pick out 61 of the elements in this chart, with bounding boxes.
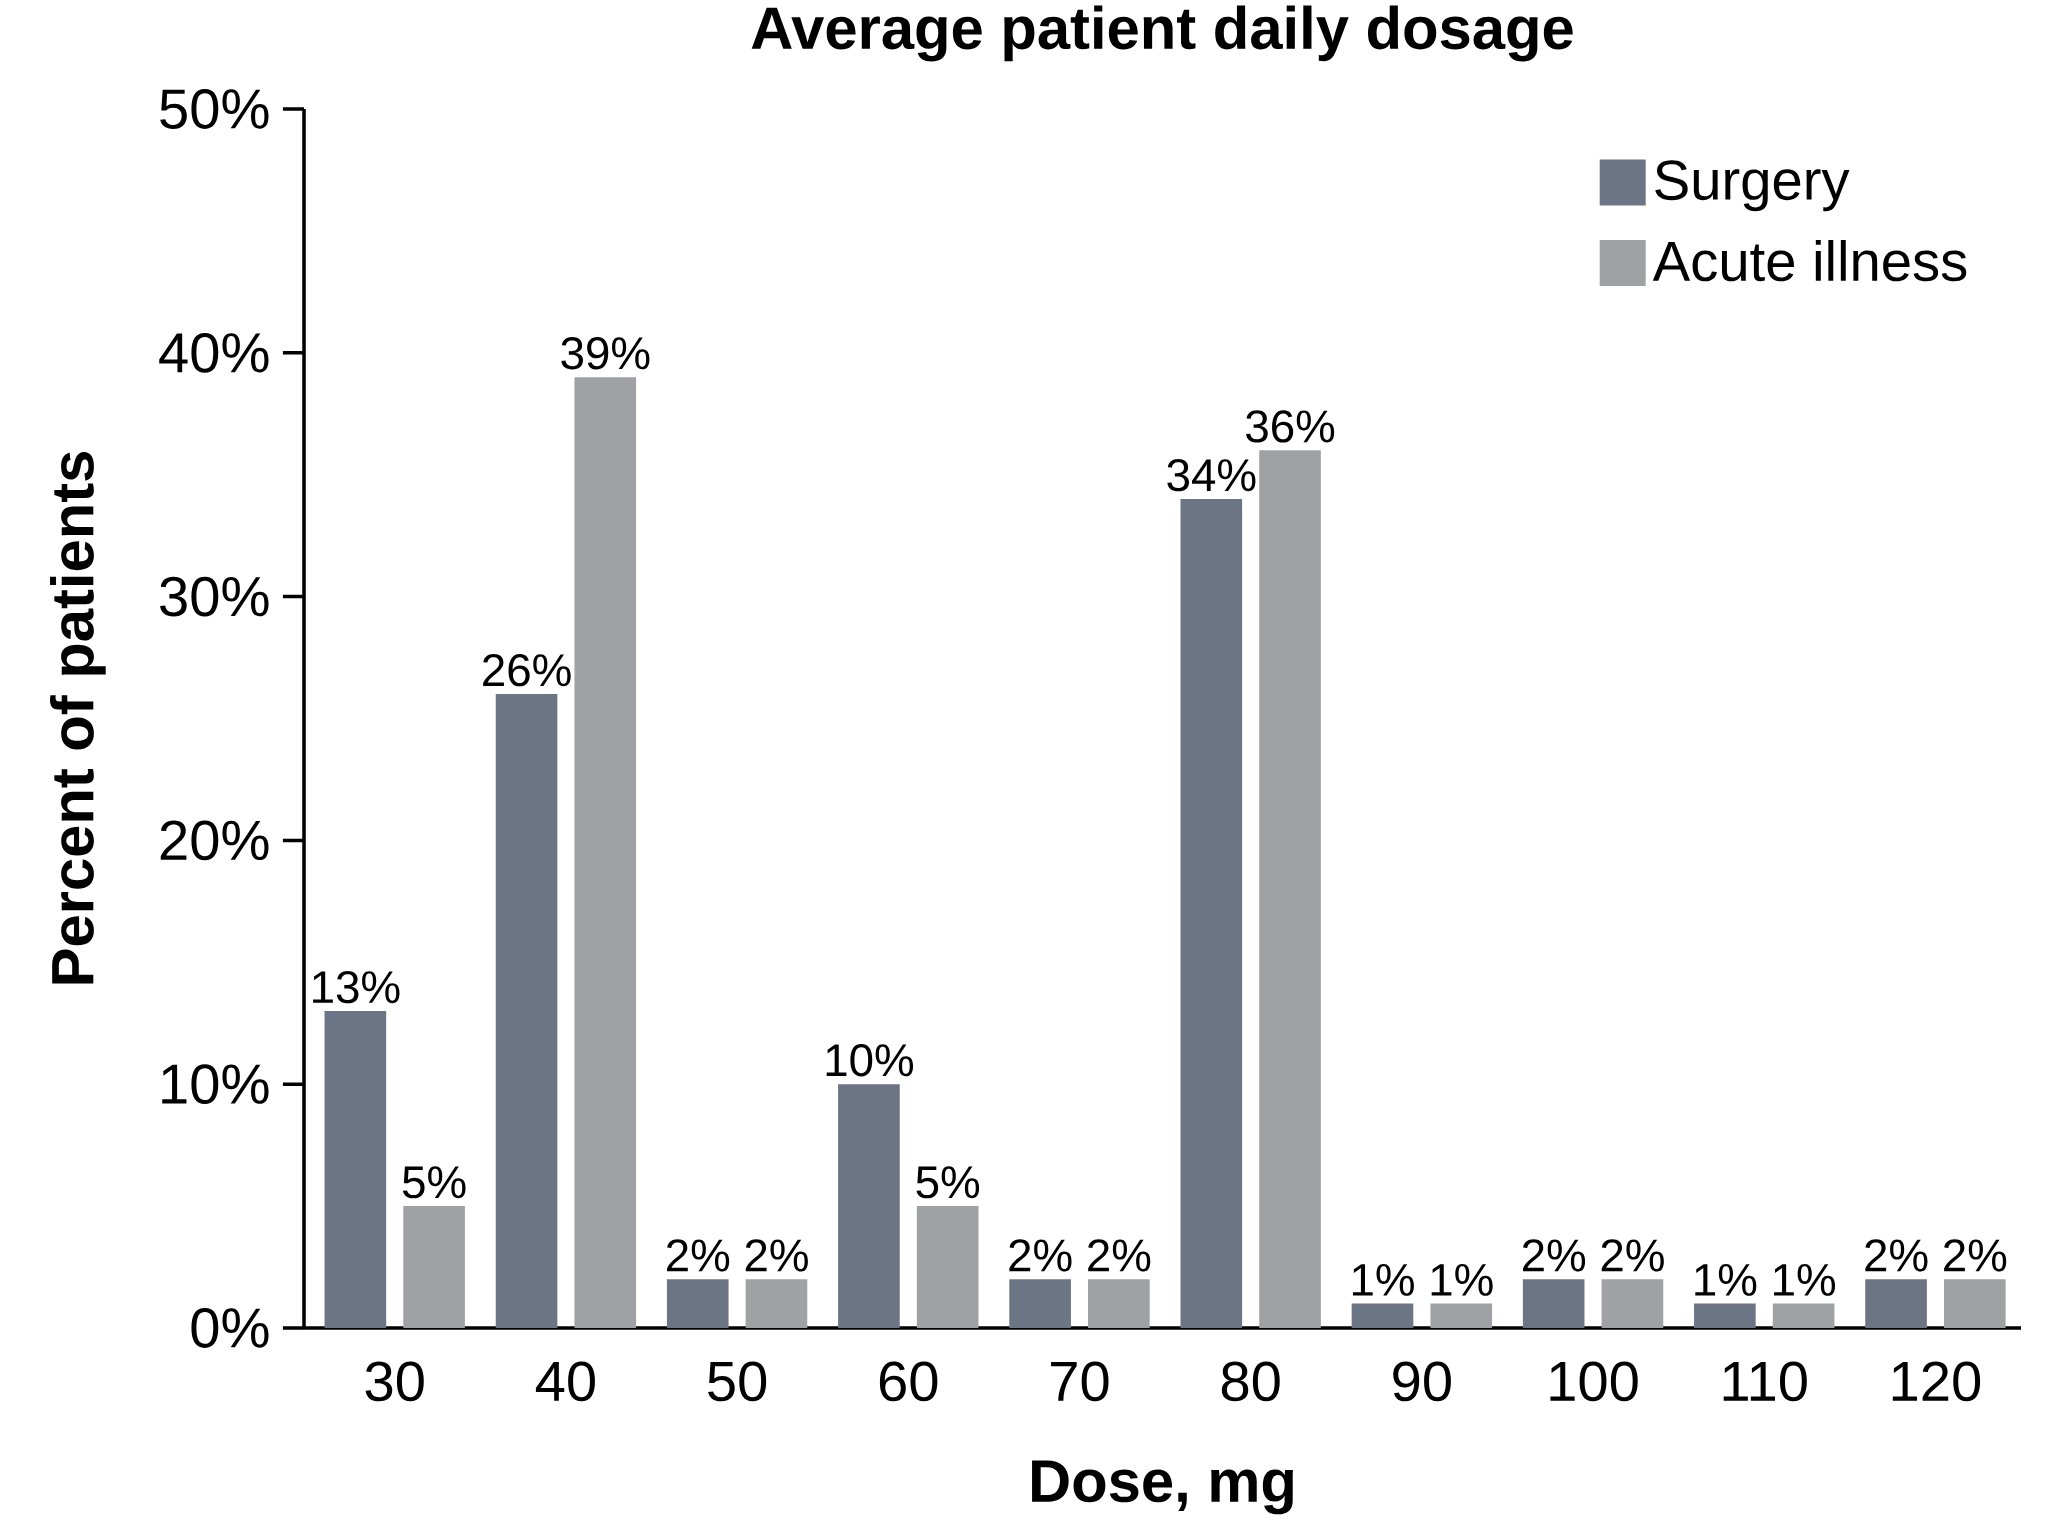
bar [324, 1011, 387, 1328]
bar [1259, 450, 1321, 1328]
bar [1865, 1279, 1927, 1328]
chart-title: Average patient daily dosage [751, 5, 1573, 62]
data-label: 2% [1522, 1239, 1586, 1272]
bar [1601, 1279, 1664, 1328]
x-tick-label: 60 [879, 1361, 938, 1402]
data-label: 26% [483, 654, 571, 687]
x-tick-label: 40 [535, 1361, 595, 1402]
data-label: 39% [561, 337, 650, 370]
y-axis-title: Percent of patients [50, 452, 106, 984]
x-axis-title: Dose, mg [1032, 1460, 1293, 1515]
data-label: 2% [667, 1239, 730, 1272]
y-tick-label: 0% [191, 1308, 269, 1348]
data-label: 36% [1246, 410, 1335, 443]
data-label: 5% [402, 1166, 466, 1199]
x-tick-label: 50 [708, 1361, 767, 1402]
bar [1772, 1303, 1835, 1328]
bar [495, 694, 558, 1328]
bar [1943, 1279, 2006, 1328]
data-label: 2% [1601, 1239, 1664, 1272]
bar [1009, 1279, 1071, 1328]
bar [1522, 1279, 1585, 1328]
data-label: 10% [826, 1044, 914, 1077]
bar [666, 1279, 729, 1328]
bar [574, 377, 637, 1328]
x-tick-label: 110 [1723, 1361, 1807, 1402]
bar [916, 1206, 979, 1328]
bar [1694, 1303, 1756, 1328]
bar [745, 1279, 808, 1328]
y-tick-label: 30% [160, 576, 269, 617]
data-label: 1% [1431, 1263, 1493, 1296]
data-label: 1% [1352, 1263, 1414, 1296]
x-tick-label: 120 [1892, 1361, 1981, 1402]
data-label: 5% [916, 1166, 980, 1199]
legend-label: Acute illness [1652, 240, 1967, 282]
x-tick-label: 70 [1051, 1361, 1109, 1402]
y-tick-label: 50% [160, 89, 269, 129]
data-label: 2% [1009, 1239, 1072, 1272]
data-label: 1% [1695, 1263, 1757, 1296]
bar [838, 1084, 900, 1328]
data-label: 2% [1944, 1239, 2007, 1272]
y-tick-label: 40% [159, 332, 269, 373]
bar [1088, 1279, 1150, 1328]
legend-label: Surgery [1655, 160, 1850, 212]
x-tick-label: 30 [365, 1361, 424, 1402]
data-label: 2% [1088, 1239, 1151, 1272]
data-label: 1% [1774, 1263, 1836, 1296]
x-tick-label: 90 [1393, 1361, 1451, 1402]
bar [1180, 499, 1243, 1328]
data-label: 13% [313, 970, 400, 1004]
y-tick-label: 20% [160, 820, 269, 861]
y-tick-label: 10% [162, 1064, 269, 1105]
bar [403, 1206, 465, 1328]
bar [1430, 1303, 1493, 1328]
bar [1351, 1303, 1414, 1328]
x-tick-label: 80 [1221, 1361, 1280, 1402]
data-label: 2% [1865, 1239, 1928, 1272]
data-label: 2% [745, 1239, 808, 1272]
x-tick-label: 100 [1550, 1361, 1638, 1402]
data-label: 34% [1167, 458, 1256, 492]
